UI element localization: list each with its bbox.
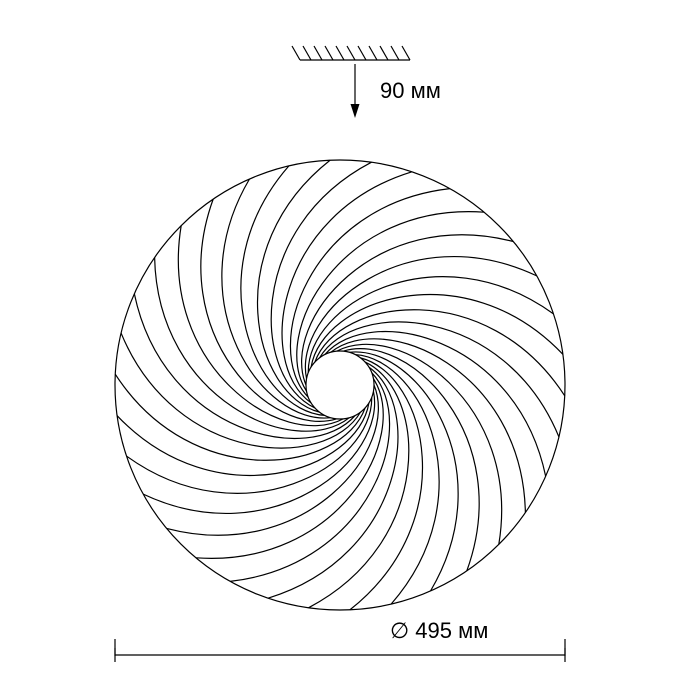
diagram-svg	[0, 0, 700, 700]
height-label: 90 мм	[380, 78, 441, 104]
diameter-label: ∅ 495 мм	[390, 618, 488, 644]
drawing-canvas: 90 мм ∅ 495 мм	[0, 0, 700, 700]
